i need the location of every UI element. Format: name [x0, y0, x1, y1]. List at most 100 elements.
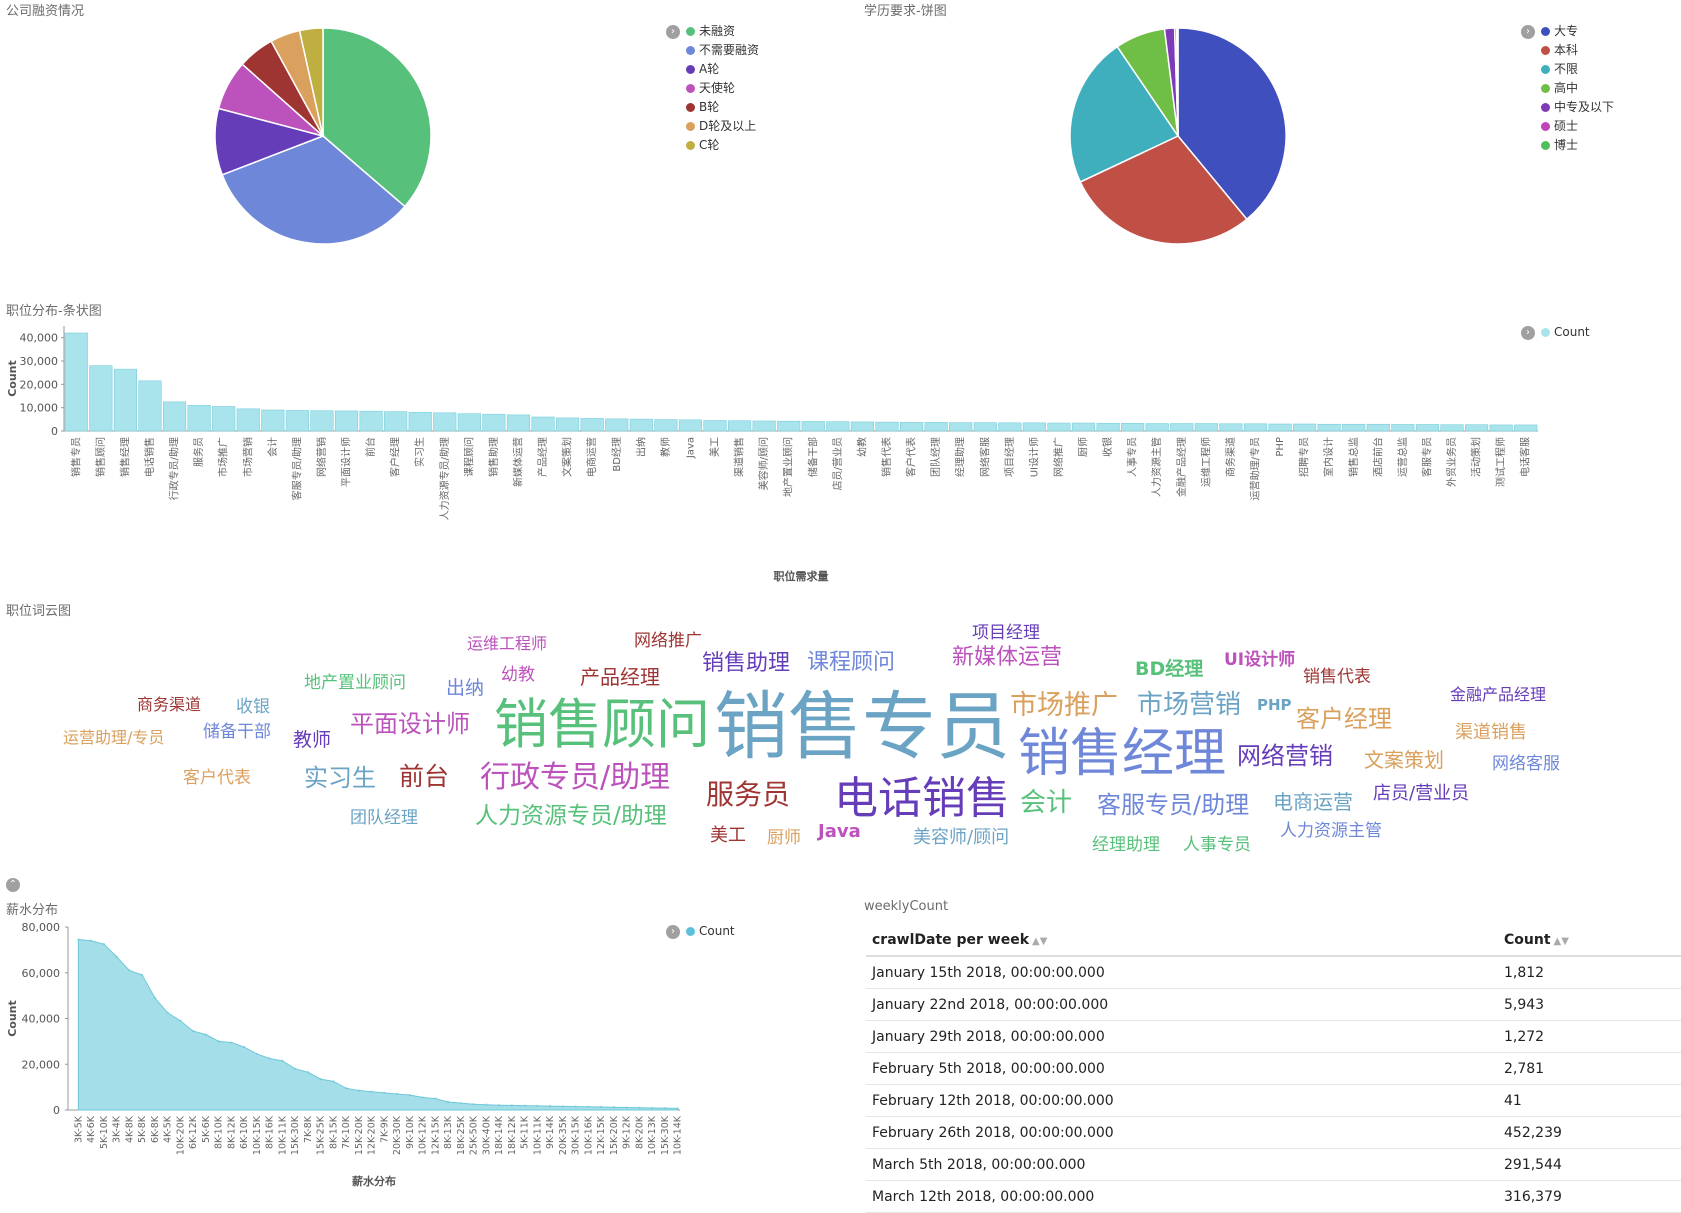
wordcloud-word[interactable]: 厨师 — [767, 828, 801, 848]
legend-item[interactable]: D轮及以上 — [686, 117, 759, 136]
bar[interactable] — [973, 422, 997, 432]
data-point[interactable] — [255, 1052, 259, 1056]
wordcloud-word[interactable]: 储备干部 — [203, 722, 271, 742]
data-point[interactable] — [574, 1105, 577, 1108]
wordcloud-word[interactable]: 人事专员 — [1183, 835, 1251, 855]
wordcloud-word[interactable]: 电话销售 — [834, 773, 1010, 824]
wordcloud-word[interactable]: 渠道销售 — [1455, 722, 1527, 743]
wordcloud-word[interactable]: 美工 — [710, 825, 746, 846]
data-point[interactable] — [89, 939, 93, 942]
data-point[interactable] — [128, 969, 131, 972]
data-point[interactable] — [179, 1019, 182, 1022]
bar[interactable] — [212, 406, 236, 432]
bar[interactable] — [64, 332, 88, 432]
bar[interactable] — [1489, 424, 1513, 432]
bar[interactable] — [261, 409, 285, 432]
legend-item[interactable]: 未融资 — [686, 22, 759, 41]
area-series[interactable] — [77, 939, 679, 1111]
legend-item[interactable]: Count — [1541, 323, 1590, 342]
wordcloud-word[interactable]: 金融产品经理 — [1450, 685, 1547, 704]
data-point[interactable] — [561, 1105, 565, 1108]
wordcloud-word[interactable]: 运维工程师 — [467, 634, 548, 653]
data-point[interactable] — [242, 1045, 246, 1049]
wordcloud-word[interactable]: 店员/营业员 — [1373, 783, 1470, 804]
wordcloud-word[interactable]: 教师 — [293, 729, 332, 751]
bar[interactable] — [457, 413, 481, 432]
bar[interactable] — [310, 410, 334, 432]
data-point[interactable] — [472, 1103, 475, 1106]
wordcloud-word[interactable]: 平面设计师 — [350, 710, 470, 738]
legend-item[interactable]: 本科 — [1541, 41, 1614, 60]
bar[interactable] — [138, 380, 162, 432]
data-point[interactable] — [306, 1071, 310, 1074]
data-point[interactable] — [421, 1096, 424, 1099]
pie-slice[interactable] — [298, 27, 324, 137]
bar[interactable] — [678, 419, 703, 432]
data-point[interactable] — [459, 1101, 463, 1105]
pie-slice[interactable] — [221, 135, 406, 245]
bar[interactable] — [899, 422, 924, 432]
bar[interactable] — [433, 412, 457, 432]
chevron-right-icon[interactable]: › — [666, 924, 680, 939]
data-point[interactable] — [281, 1059, 284, 1063]
wordcloud-word[interactable]: 网络客服 — [1492, 754, 1560, 774]
wordcloud-word[interactable]: 课程顾问 — [807, 650, 896, 675]
data-point[interactable] — [638, 1106, 641, 1109]
data-point[interactable] — [102, 942, 106, 946]
chevron-up-icon[interactable]: ⌃ — [6, 878, 20, 892]
data-point[interactable] — [383, 1091, 386, 1095]
wordcloud-word[interactable]: 新媒体运营 — [952, 645, 1063, 670]
legend-item[interactable]: C轮 — [686, 136, 759, 155]
bar[interactable] — [875, 421, 899, 432]
chevron-right-icon[interactable]: › — [666, 24, 680, 39]
data-point[interactable] — [166, 1011, 169, 1014]
data-point[interactable] — [115, 955, 118, 958]
wordcloud-word[interactable]: 电商运营 — [1273, 790, 1353, 814]
data-point[interactable] — [548, 1104, 552, 1108]
bar[interactable] — [1366, 423, 1390, 432]
bar[interactable] — [949, 422, 973, 432]
data-point[interactable] — [217, 1040, 220, 1043]
wordcloud-word[interactable]: 人力资源主管 — [1280, 821, 1382, 841]
data-point[interactable] — [485, 1103, 488, 1106]
wordcloud-word[interactable]: 经理助理 — [1092, 835, 1160, 855]
chevron-right-icon[interactable]: › — [1521, 325, 1535, 340]
bar[interactable] — [1415, 424, 1440, 432]
bar[interactable] — [654, 419, 678, 432]
wordcloud-word[interactable]: 销售经理 — [1018, 724, 1227, 784]
wordcloud-word[interactable]: 地产置业顾问 — [304, 673, 406, 693]
bar[interactable] — [752, 420, 776, 432]
bar[interactable] — [1219, 423, 1243, 432]
bar[interactable] — [1514, 424, 1538, 432]
bar[interactable] — [89, 365, 113, 432]
wordcloud-word[interactable]: 商务渠道 — [137, 695, 202, 714]
bar[interactable] — [1465, 424, 1489, 432]
wordcloud-word[interactable]: 销售助理 — [702, 651, 791, 676]
wordcloud-word[interactable]: UI设计师 — [1224, 650, 1296, 670]
data-point[interactable] — [408, 1093, 412, 1097]
wordcloud-word[interactable]: 行政专员/助理 — [480, 760, 671, 795]
wordcloud-word[interactable]: 客服专员/助理 — [1097, 791, 1250, 819]
bar[interactable] — [1121, 423, 1145, 432]
data-point[interactable] — [332, 1080, 335, 1083]
data-point[interactable] — [357, 1089, 361, 1092]
bar[interactable] — [1317, 423, 1341, 432]
legend-item[interactable]: Count — [686, 922, 735, 941]
data-point[interactable] — [191, 1029, 195, 1033]
wordcloud-word[interactable]: 客户代表 — [183, 768, 251, 788]
data-point[interactable] — [650, 1106, 654, 1110]
wordcloud-word[interactable]: 文案策划 — [1364, 748, 1444, 772]
legend-item[interactable]: 博士 — [1541, 136, 1614, 155]
column-header-count[interactable]: Count ▲▼ — [1498, 925, 1681, 957]
wordcloud-word[interactable]: 销售顾问 — [494, 693, 710, 756]
legend-item[interactable]: 硕士 — [1541, 117, 1614, 136]
wordcloud-word[interactable]: 人力资源专员/助理 — [475, 803, 667, 829]
wordcloud-word[interactable]: 产品经理 — [580, 665, 660, 689]
bar[interactable] — [285, 410, 309, 432]
column-header-crawl-date[interactable]: crawlDate per week ▲▼ — [866, 925, 1498, 957]
wordcloud-word[interactable]: BD经理 — [1135, 658, 1204, 680]
data-point[interactable] — [293, 1067, 297, 1071]
bar[interactable] — [1022, 422, 1046, 432]
wordcloud-word[interactable]: 销售专员 — [714, 684, 1010, 770]
data-point[interactable] — [153, 996, 157, 1000]
